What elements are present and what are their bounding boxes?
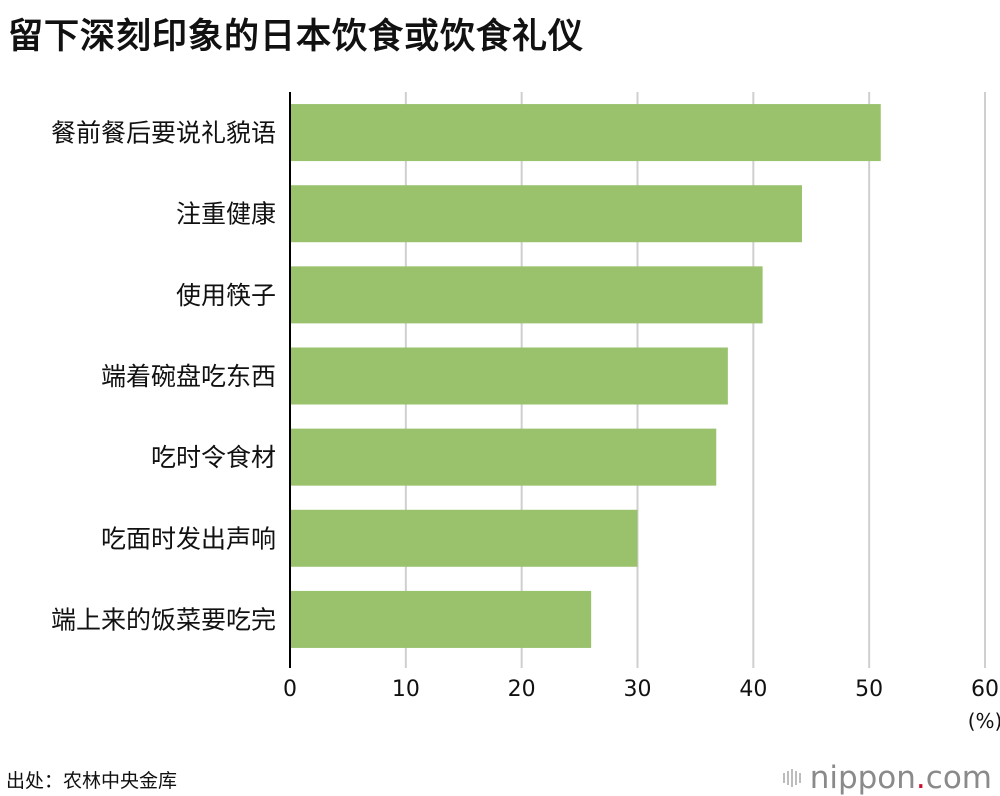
source-note: 出处：农林中央金库 [6,770,178,792]
category-label: 端着碗盘吃东西 [101,362,276,391]
bar [290,104,881,162]
category-label: 端上来的饭菜要吃完 [51,605,276,634]
chart-title: 留下深刻印象的日本饮食或饮食礼仪 [8,17,585,57]
bar [290,590,592,648]
x-tick-label: 60 [971,677,999,702]
logo-suffix: com [925,760,992,796]
category-label: 餐前餐后要说礼貌语 [51,119,276,148]
logo-dot: . [915,760,926,796]
x-tick-label: 20 [508,677,536,702]
category-label: 吃面时发出声响 [101,524,276,553]
bar [290,428,717,486]
x-tick-label: 10 [392,677,420,702]
bar [290,266,763,324]
bar [290,509,638,567]
bar [290,185,802,243]
x-unit-label: (%) [968,709,1000,733]
category-label: 使用筷子 [176,281,276,310]
x-tick-label: 30 [624,677,652,702]
x-tick-label: 40 [739,677,767,702]
logo-mark-icon [782,769,801,787]
nippon-logo: nippon.com [782,760,992,796]
category-label: 吃时令食材 [151,443,276,472]
category-label: 注重健康 [176,200,276,229]
logo-prefix: nippon [809,760,916,796]
bar [290,347,728,405]
x-tick-label: 0 [283,677,297,702]
x-tick-label: 50 [855,677,883,702]
